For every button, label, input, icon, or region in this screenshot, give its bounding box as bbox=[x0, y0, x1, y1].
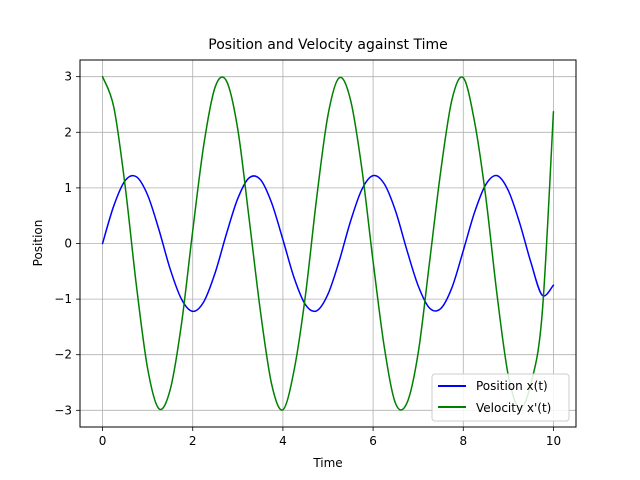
legend-label-velocity: Velocity x'(t) bbox=[476, 401, 551, 415]
series-velocity-line bbox=[101, 75, 555, 411]
legend: Position x(t) Velocity x'(t) bbox=[431, 373, 570, 422]
x-tick-label: 10 bbox=[546, 434, 561, 448]
y-tick-label: −3 bbox=[54, 403, 72, 417]
ticks: 0 2 4 6 8 10 −3 −2 −1 0 1 2 3 bbox=[54, 70, 561, 448]
grid bbox=[80, 60, 576, 427]
y-tick-label: 2 bbox=[64, 125, 72, 139]
x-tick-label: 6 bbox=[369, 434, 377, 448]
x-tick-label: 4 bbox=[279, 434, 287, 448]
y-tick-label: 0 bbox=[64, 237, 72, 251]
x-tick-label: 2 bbox=[189, 434, 197, 448]
y-tick-label: 3 bbox=[64, 70, 72, 84]
x-tick-label: 0 bbox=[99, 434, 107, 448]
legend-label-position: Position x(t) bbox=[476, 379, 548, 393]
series-position-line bbox=[101, 174, 555, 313]
chart-title: Position and Velocity against Time bbox=[208, 37, 447, 53]
y-axis-title: Position bbox=[31, 220, 45, 267]
y-tick-label: −2 bbox=[54, 348, 72, 362]
legend-box bbox=[431, 373, 570, 422]
x-tick-label: 8 bbox=[459, 434, 467, 448]
x-axis-title: Time bbox=[312, 456, 342, 470]
series-layer bbox=[101, 75, 555, 411]
y-tick-label: −1 bbox=[54, 292, 72, 306]
y-tick-label: 1 bbox=[64, 181, 72, 195]
